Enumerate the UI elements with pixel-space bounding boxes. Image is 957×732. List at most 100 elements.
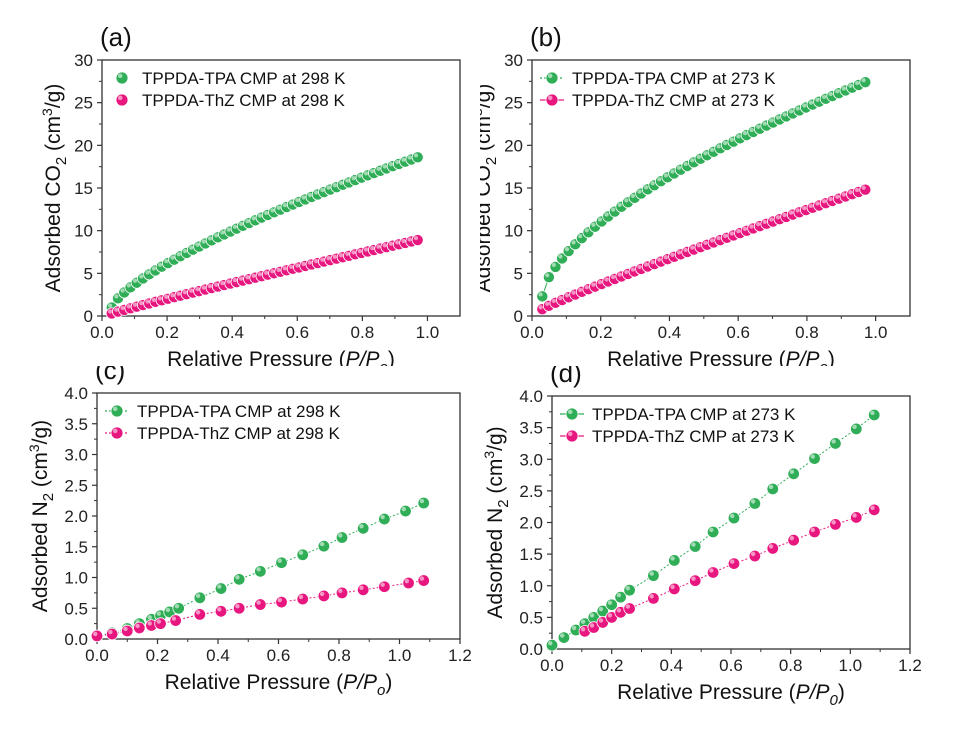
data-point-highlight — [207, 236, 213, 241]
y-tick-label: 15 — [74, 179, 93, 198]
data-point-highlight — [558, 254, 563, 259]
data-point-highlight — [195, 593, 201, 598]
y-tick-label: 0 — [514, 307, 523, 326]
data-point-highlight — [750, 551, 756, 557]
chart-svg-d: (d) 0.0 0.2 0.4 0.6 0.8 1.0 1.2 0.0 0.5 1.0 1.5 2.0 2… — [481, 366, 922, 709]
series-2 — [90, 574, 430, 643]
data-point-highlight — [277, 597, 282, 603]
y-tick-label: 30 — [74, 51, 93, 70]
legend-entry: TPPDA-ThZ CMP at 273 K — [572, 91, 775, 110]
axis-title-part: 2 — [53, 157, 70, 165]
legend-entry: TPPDA-TPA CMP at 298 K — [137, 402, 341, 421]
data-point — [766, 482, 779, 496]
axis-title-part: CO — [480, 165, 495, 197]
legend-entry: TPPDA-ThZ CMP at 298 K — [137, 424, 340, 443]
data-point-highlight — [815, 201, 820, 206]
data-point-highlight — [589, 623, 595, 628]
data-point — [542, 271, 555, 284]
data-point-highlight — [709, 568, 714, 573]
x-tick-label: 1.0 — [864, 323, 888, 342]
data-point-highlight — [114, 307, 119, 312]
data-point-highlight — [789, 469, 795, 474]
data-point — [254, 598, 267, 611]
axis-title-part: o — [380, 359, 388, 366]
data-point-highlight — [156, 611, 161, 616]
y-tick-label: 0 — [84, 307, 93, 326]
data-point-highlight — [762, 121, 767, 126]
data-point-highlight — [351, 175, 356, 181]
data-point-highlight — [558, 295, 563, 301]
data-point-highlight — [611, 274, 616, 280]
x-tick-label: 0.2 — [600, 656, 624, 675]
chart-panel-a: (a) 0.0 0.2 0.4 0.6 0.8 1.0 0 5 10 15 20 25 30 Relativ… — [0, 0, 480, 366]
axis-title-part: / — [798, 348, 808, 366]
data-point — [121, 624, 134, 638]
y-tick-label: 4.0 — [64, 384, 88, 403]
data-point-highlight — [598, 618, 604, 623]
data-point-highlight — [841, 86, 846, 91]
data-point-highlight — [235, 604, 240, 609]
axis-title-part: 2 — [495, 499, 512, 507]
data-point-highlight — [808, 203, 814, 208]
axis-title-part: /g) — [29, 420, 52, 445]
data-point-highlight — [584, 285, 589, 290]
chart-svg-a: (a) 0.0 0.2 0.4 0.6 0.8 1.0 0 5 10 15 20 25 30 Relativ… — [39, 22, 461, 366]
legend-entry: TPPDA-TPA CMP at 298 K — [142, 69, 346, 88]
data-point-highlight — [643, 262, 649, 267]
data-point-highlight — [709, 147, 715, 152]
data-point-highlight — [703, 240, 708, 246]
data-point-highlight — [551, 262, 556, 268]
data-point-highlight — [617, 272, 622, 277]
data-point-highlight — [852, 424, 857, 430]
data-point-highlight — [854, 187, 860, 193]
data-point-highlight — [663, 173, 669, 178]
data-point-highlight — [831, 520, 836, 525]
data-point-highlight — [147, 621, 152, 626]
y-tick-label: 0.0 — [64, 630, 88, 649]
data-point — [417, 574, 430, 587]
axis-title-part: ) — [385, 671, 392, 694]
axis-title-part: N — [29, 501, 52, 516]
y-tick-label: 5 — [514, 264, 523, 283]
data-point-highlight — [298, 550, 304, 555]
data-point-highlight — [380, 514, 385, 520]
data-point-highlight — [789, 535, 795, 541]
data-point-highlight — [815, 97, 820, 102]
data-point-highlight — [370, 245, 375, 251]
x-tick-label: 0.0 — [85, 646, 109, 665]
legend-marker — [565, 429, 579, 443]
axis-title-part: Relative Pressure ( — [617, 681, 796, 704]
x-tick-label: 0.6 — [726, 323, 750, 342]
axis-title-part: P — [363, 671, 377, 694]
data-point-highlight — [769, 217, 774, 222]
data-point — [688, 574, 702, 587]
data-point-highlight — [625, 604, 631, 609]
data-point-highlight — [578, 287, 583, 293]
data-point-highlight — [616, 592, 622, 598]
x-tick-label: 1.0 — [839, 656, 863, 675]
data-point-highlight — [716, 144, 721, 149]
data-point-highlight — [189, 288, 194, 293]
data-point-highlight — [683, 247, 688, 253]
axis-title-part: 2 — [40, 493, 57, 501]
data-point-highlight — [307, 192, 313, 198]
data-point-highlight — [548, 640, 553, 646]
data-point-highlight — [828, 196, 833, 202]
data-point — [169, 614, 182, 627]
y-tick-label: 15 — [504, 179, 523, 198]
x-tick-label: 0.6 — [285, 323, 309, 342]
data-point-highlight — [782, 212, 787, 218]
data-point — [829, 437, 842, 450]
data-point-highlight — [326, 256, 331, 261]
legend-marker — [115, 71, 129, 85]
data-point-highlight — [319, 541, 325, 547]
data-point-highlight — [736, 229, 741, 234]
axis-title-part: P — [346, 348, 360, 366]
axis-title-part: 0 — [830, 692, 839, 709]
data-point-highlight — [226, 279, 231, 284]
data-point-highlight — [232, 278, 238, 283]
data-point-highlight — [870, 505, 875, 511]
data-point-highlight — [637, 189, 642, 194]
data-point-highlight — [795, 208, 800, 213]
data-point-highlight — [650, 259, 655, 265]
